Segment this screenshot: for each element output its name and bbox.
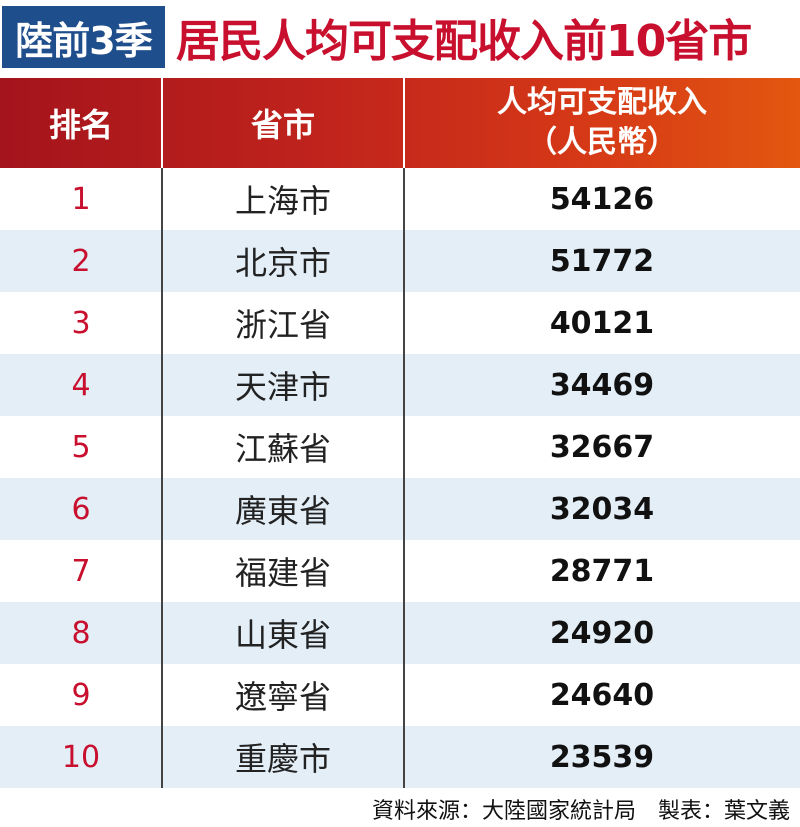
page-title: 居民人均可支配收入前10省市 [176,16,752,67]
table-row: 1 上海市 54126 [0,168,800,230]
title-tag: 陸前3季 [2,6,165,68]
province-cell: 天津市 [234,368,331,406]
rank-cell: 8 [71,615,91,651]
table-row: 5 江蘇省 32667 [0,416,800,478]
income-cell: 51772 [549,243,655,279]
column-divider [161,168,163,788]
income-cell: 40121 [549,305,655,341]
table-row: 3 浙江省 40121 [0,292,800,354]
province-cell: 廣東省 [234,492,331,530]
header-rank: 排名 [48,106,113,144]
rank-cell: 10 [61,739,101,775]
header-income-line2: （人民幣） [527,125,677,160]
income-table: 排名 省市 人均可支配收入 （人民幣） 1 上海市 54126 2 北京市 51… [0,78,800,788]
table-row: 8 山東省 24920 [0,602,800,664]
header-divider [403,78,405,168]
province-cell: 浙江省 [234,306,331,344]
table-row: 4 天津市 34469 [0,354,800,416]
header-province: 省市 [250,106,315,144]
rank-cell: 6 [71,491,91,527]
province-cell: 北京市 [234,244,331,282]
province-cell: 江蘇省 [234,430,331,468]
table-row: 10 重慶市 23539 [0,726,800,788]
table-body: 1 上海市 54126 2 北京市 51772 3 浙江省 40121 4 天津… [0,168,800,788]
table-row: 9 遼寧省 24640 [0,664,800,726]
table-row: 6 廣東省 32034 [0,478,800,540]
province-cell: 遼寧省 [234,678,331,716]
rank-cell: 1 [71,181,91,217]
province-cell: 福建省 [234,554,331,592]
income-cell: 24920 [549,615,655,651]
header-divider [161,78,163,168]
rank-cell: 4 [71,367,91,403]
province-cell: 山東省 [234,616,331,654]
income-cell: 23539 [549,739,655,775]
province-cell: 上海市 [234,182,331,220]
province-cell: 重慶市 [234,740,331,778]
income-cell: 28771 [549,553,655,589]
rank-cell: 7 [71,553,91,589]
income-cell: 32034 [549,491,655,527]
title-bar: 陸前3季 居民人均可支配收入前10省市 [0,0,800,78]
header-income-line1: 人均可支配收入 [497,85,707,120]
rank-cell: 2 [71,243,91,279]
table-row: 2 北京市 51772 [0,230,800,292]
column-divider [403,168,405,788]
income-cell: 54126 [549,181,655,217]
table-header: 排名 省市 人均可支配收入 （人民幣） [0,78,800,168]
income-cell: 34469 [549,367,655,403]
rank-cell: 9 [71,677,91,713]
income-cell: 24640 [549,677,655,713]
rank-cell: 3 [71,305,91,341]
rank-cell: 5 [71,429,91,465]
table-row: 7 福建省 28771 [0,540,800,602]
income-cell: 32667 [549,429,655,465]
source-credit: 資料來源：大陸國家統計局 製表：葉文義 [371,799,790,824]
header-income: 人均可支配收入 （人民幣） [404,78,800,168]
